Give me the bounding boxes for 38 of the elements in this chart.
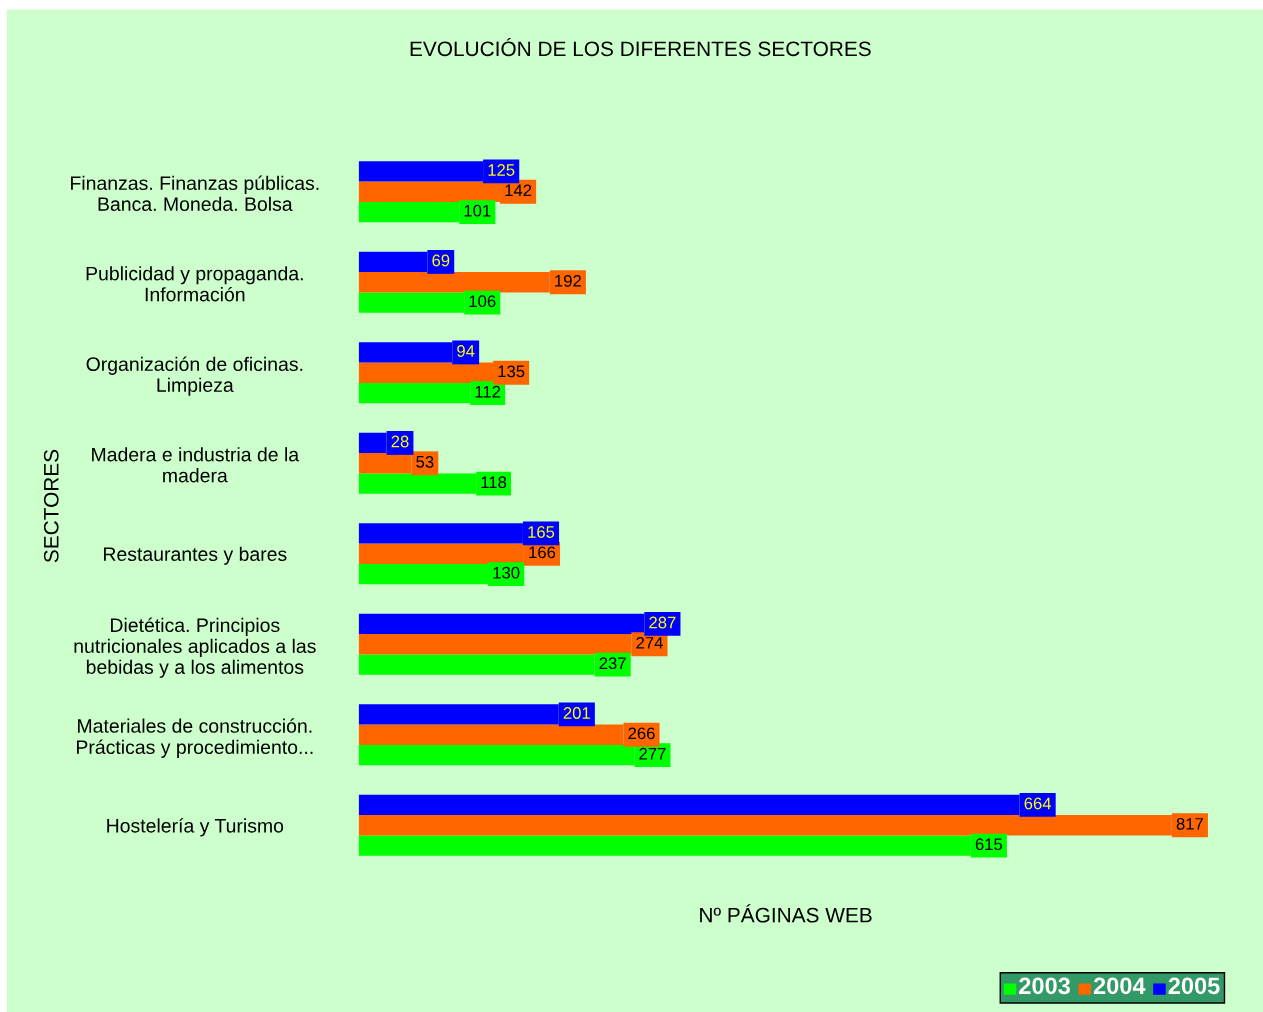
data-label: 142 [505, 184, 532, 197]
data-label: 237 [599, 657, 626, 670]
data-label: 106 [469, 295, 496, 308]
y-tick-label: Hostelería y Turismo [107, 818, 284, 837]
legend-label: 2004 [1093, 977, 1146, 995]
data-label: 274 [636, 636, 663, 649]
data-label: 817 [1176, 817, 1203, 830]
data-label: 28 [391, 435, 409, 448]
data-label: 166 [529, 546, 556, 559]
data-label: 130 [493, 566, 520, 579]
data-label: 615 [975, 838, 1003, 851]
data-label: 664 [1024, 797, 1052, 810]
data-label: 266 [628, 727, 655, 740]
data-label: 94 [457, 345, 475, 357]
y-axis-title: SECTORES [43, 449, 59, 563]
data-label: 118 [481, 476, 507, 489]
data-label: 53 [416, 455, 434, 468]
y-tick-label: Restaurantes y bares [104, 546, 287, 565]
data-label: 101 [464, 204, 491, 217]
data-label: 165 [528, 526, 555, 538]
y-tick-label: Finanzas. Finanzas públicas. Banca. Moneda. Bolsa [71, 175, 319, 212]
y-tick-label: Materiales de construcción. Prácticas y procedimiento... [76, 718, 313, 758]
legend-label: 2003 [1019, 977, 1070, 995]
data-label: 135 [498, 365, 525, 378]
data-label: 192 [555, 274, 581, 287]
data-label: 69 [432, 254, 450, 267]
data-label: 125 [488, 164, 515, 176]
data-label: 201 [563, 707, 590, 719]
y-tick-label: Madera e industria de la madera [92, 447, 300, 483]
y-tick-label: Organización de oficinas. Limpieza [86, 356, 303, 396]
data-label: 287 [649, 616, 676, 629]
data-label: 277 [639, 747, 666, 760]
x-axis-title: Nº PÁGINAS WEB [700, 904, 872, 923]
y-tick-label: Publicidad y propaganda. Información [86, 266, 303, 302]
y-tick-label: Dietética. Principios nutricionales aplicados a las bebidas y a los alimentos [74, 617, 316, 678]
data-label: 112 [475, 385, 501, 398]
chart-title: EVOLUCIÓN DE LOS DIFERENTES SECTORES [410, 37, 871, 57]
legend-label: 2005 [1168, 977, 1220, 995]
